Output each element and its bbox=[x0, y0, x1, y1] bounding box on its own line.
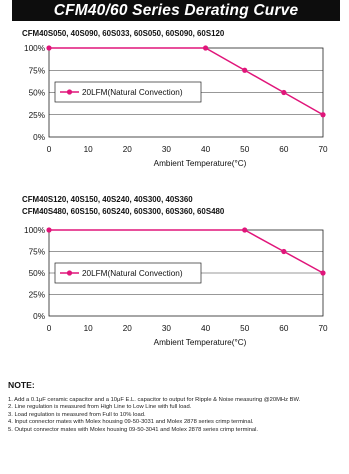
y-tick-label: 0% bbox=[33, 133, 45, 142]
y-tick-label: 100% bbox=[24, 44, 45, 53]
legend: 20LFM(Natural Convection) bbox=[54, 262, 202, 284]
x-axis-label: Ambient Temperature(°C) bbox=[154, 338, 247, 347]
y-tick-label: 25% bbox=[29, 111, 45, 120]
plot-area: 0% 25% 50% 75% 100% 0 10 20 30 40 50 60 70 Ambient Te… bbox=[24, 226, 328, 347]
series-point bbox=[320, 270, 326, 276]
note-item: 1. Add a 0.1μF ceramic capacitor and a 1… bbox=[8, 397, 301, 403]
x-tick-label: 0 bbox=[47, 324, 52, 333]
x-tick-label: 60 bbox=[279, 324, 289, 333]
y-tick-label: 25% bbox=[29, 291, 45, 300]
y-tick-label: 50% bbox=[29, 269, 45, 278]
x-tick-label: 20 bbox=[123, 145, 133, 154]
legend-label: 20LFM(Natural Convection) bbox=[82, 269, 183, 278]
note-list: 1. Add a 0.1μF ceramic capacitor and a 1… bbox=[8, 397, 344, 434]
x-tick-label: 40 bbox=[201, 324, 211, 333]
x-axis-label: Ambient Temperature(°C) bbox=[154, 159, 247, 168]
note-item: 2. Line regulation is measured from High… bbox=[8, 404, 192, 411]
x-tick-label: 30 bbox=[162, 324, 172, 333]
x-tick-label: 60 bbox=[279, 145, 289, 154]
note-item: 3. Load regulation is measured from Full… bbox=[8, 411, 146, 418]
series-line bbox=[49, 229, 324, 274]
legend: 20LFM(Natural Convection) bbox=[54, 81, 202, 103]
series-point bbox=[46, 45, 52, 51]
series-point bbox=[320, 112, 326, 118]
derating-chart-2: 0% 25% 50% 75% 100% 0 10 20 30 40 50 60 70 Ambient Te… bbox=[24, 226, 328, 347]
legend-label: 20LFM(Natural Convection) bbox=[82, 88, 183, 97]
series-point bbox=[281, 248, 287, 255]
x-tick-label: 30 bbox=[162, 145, 172, 154]
y-tick-label: 75% bbox=[29, 66, 45, 75]
legend-frame bbox=[54, 81, 202, 103]
legend-frame bbox=[54, 262, 202, 284]
legend-swatch-marker bbox=[66, 270, 73, 276]
chart2-models-line1: CFM40S120, 40S150, 40S240, 40S300, 40S36… bbox=[22, 195, 193, 204]
x-tick-label: 20 bbox=[123, 324, 133, 333]
note-title: NOTE: bbox=[8, 380, 35, 390]
x-tick-label: 50 bbox=[240, 145, 250, 154]
x-tick-label: 40 bbox=[201, 145, 211, 154]
series-point bbox=[242, 67, 248, 73]
x-tick-label: 50 bbox=[240, 324, 250, 333]
derating-chart-1: 0% 25% 50% 75% 100% 0 10 20 30 40 50 60 70 Ambient Te… bbox=[24, 44, 328, 168]
y-tick-label: 50% bbox=[29, 89, 45, 98]
chart1-models: CFM40S050, 40S090, 60S033, 60S050, 60S09… bbox=[22, 29, 225, 38]
note-item: 4. Input connector mates with Molex hous… bbox=[8, 419, 254, 426]
x-tick-label: 0 bbox=[47, 145, 52, 154]
x-tick-label: 10 bbox=[84, 145, 94, 154]
series-point bbox=[202, 45, 209, 51]
series-point bbox=[242, 227, 248, 233]
chart2-models-line2: CFM40S480, 60S150, 60S240, 60S300, 60S36… bbox=[22, 207, 225, 216]
series-point bbox=[281, 89, 287, 96]
x-tick-label: 70 bbox=[318, 324, 328, 333]
x-tick-label: 70 bbox=[318, 145, 328, 154]
legend-swatch-marker bbox=[66, 89, 73, 95]
y-tick-label: 0% bbox=[33, 312, 45, 321]
series-point bbox=[46, 227, 52, 233]
page-title: CFM40/60 Series Derating Curve bbox=[12, 0, 340, 21]
note-item: 5. Output connector mates with Molex hou… bbox=[8, 426, 259, 433]
y-tick-label: 75% bbox=[29, 248, 45, 257]
x-tick-label: 10 bbox=[84, 324, 94, 333]
y-tick-label: 100% bbox=[24, 226, 45, 235]
